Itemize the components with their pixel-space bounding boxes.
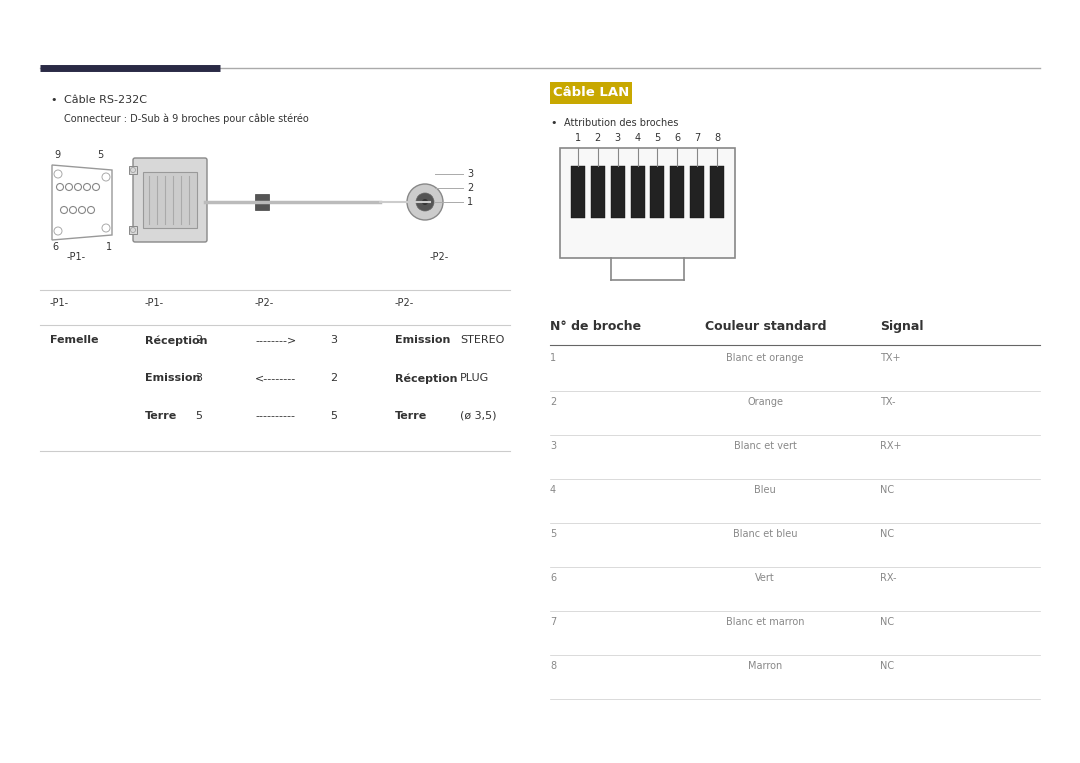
- Text: 7: 7: [694, 133, 700, 143]
- Text: Réception: Réception: [395, 373, 458, 384]
- Text: Marron: Marron: [747, 661, 782, 671]
- Text: <--------: <--------: [255, 373, 296, 383]
- Text: NC: NC: [880, 485, 894, 495]
- Bar: [610, 166, 624, 218]
- Text: Couleur standard: Couleur standard: [705, 320, 826, 333]
- Text: 5: 5: [97, 150, 103, 160]
- Text: 3: 3: [467, 169, 473, 179]
- Text: (ø 3,5): (ø 3,5): [460, 411, 497, 421]
- Text: Connecteur : D-Sub à 9 broches pour câble stéréo: Connecteur : D-Sub à 9 broches pour câbl…: [64, 113, 309, 124]
- Text: RX-: RX-: [880, 573, 896, 583]
- Text: 6: 6: [52, 242, 58, 252]
- Text: 2: 2: [330, 373, 337, 383]
- Text: Blanc et marron: Blanc et marron: [726, 617, 805, 627]
- Bar: [561, 148, 735, 258]
- Text: Réception: Réception: [145, 335, 207, 346]
- Text: NC: NC: [880, 617, 894, 627]
- Text: ----------: ----------: [255, 411, 295, 421]
- Text: 1: 1: [106, 242, 112, 252]
- Text: 3: 3: [615, 133, 621, 143]
- Text: 2: 2: [195, 335, 202, 345]
- Bar: [631, 166, 645, 218]
- Text: 1: 1: [467, 197, 473, 207]
- Text: Emission: Emission: [145, 373, 201, 383]
- Text: -P1-: -P1-: [50, 298, 69, 308]
- Bar: [255, 194, 269, 210]
- Text: -P1-: -P1-: [145, 298, 164, 308]
- Text: 7: 7: [550, 617, 556, 627]
- Text: Bleu: Bleu: [754, 485, 775, 495]
- Text: 2: 2: [550, 397, 556, 407]
- Text: Blanc et bleu: Blanc et bleu: [732, 529, 797, 539]
- Text: Blanc et orange: Blanc et orange: [726, 353, 804, 363]
- Text: Terre: Terre: [145, 411, 177, 421]
- Text: 4: 4: [550, 485, 556, 495]
- Text: 5: 5: [330, 411, 337, 421]
- Text: 3: 3: [195, 373, 202, 383]
- Bar: [129, 226, 137, 234]
- Bar: [550, 82, 632, 104]
- Text: 9: 9: [54, 150, 60, 160]
- Text: Attribution des broches: Attribution des broches: [564, 118, 678, 128]
- Text: -P2-: -P2-: [255, 298, 274, 308]
- Text: 1: 1: [550, 353, 556, 363]
- Text: 8: 8: [550, 661, 556, 671]
- Circle shape: [407, 184, 443, 220]
- Text: 6: 6: [550, 573, 556, 583]
- Text: Câble RS-232C: Câble RS-232C: [64, 95, 147, 105]
- Text: PLUG: PLUG: [460, 373, 489, 383]
- Text: 3: 3: [550, 441, 556, 451]
- Text: 6: 6: [674, 133, 680, 143]
- Text: 1: 1: [575, 133, 581, 143]
- Text: -------->: -------->: [255, 335, 296, 345]
- Text: Signal: Signal: [880, 320, 923, 333]
- Text: 2: 2: [595, 133, 600, 143]
- Text: -P2-: -P2-: [395, 298, 415, 308]
- Text: Emission: Emission: [395, 335, 450, 345]
- Bar: [591, 166, 605, 218]
- Text: •: •: [550, 118, 556, 128]
- Text: RX+: RX+: [880, 441, 902, 451]
- Text: Terre: Terre: [395, 411, 428, 421]
- Text: Câble LAN: Câble LAN: [553, 86, 630, 99]
- Bar: [650, 166, 664, 218]
- Bar: [671, 166, 685, 218]
- Text: STEREO: STEREO: [460, 335, 504, 345]
- Text: TX+: TX+: [880, 353, 901, 363]
- Text: 5: 5: [195, 411, 202, 421]
- Text: •: •: [50, 95, 56, 105]
- Bar: [129, 166, 137, 174]
- Text: N° de broche: N° de broche: [550, 320, 642, 333]
- Text: 2: 2: [467, 183, 473, 193]
- FancyBboxPatch shape: [133, 158, 207, 242]
- Text: -P2-: -P2-: [430, 252, 449, 262]
- Bar: [143, 172, 197, 228]
- Text: 5: 5: [550, 529, 556, 539]
- Text: -P1-: -P1-: [67, 252, 86, 262]
- Text: NC: NC: [880, 661, 894, 671]
- Text: 3: 3: [330, 335, 337, 345]
- Text: NC: NC: [880, 529, 894, 539]
- Text: 8: 8: [714, 133, 720, 143]
- Text: 5: 5: [654, 133, 661, 143]
- Text: Vert: Vert: [755, 573, 774, 583]
- Bar: [710, 166, 724, 218]
- Circle shape: [416, 193, 434, 211]
- Text: Blanc et vert: Blanc et vert: [733, 441, 796, 451]
- Text: TX-: TX-: [880, 397, 895, 407]
- Circle shape: [422, 199, 428, 205]
- Text: Orange: Orange: [747, 397, 783, 407]
- Bar: [690, 166, 704, 218]
- Text: 4: 4: [635, 133, 640, 143]
- Text: Femelle: Femelle: [50, 335, 98, 345]
- Bar: [571, 166, 585, 218]
